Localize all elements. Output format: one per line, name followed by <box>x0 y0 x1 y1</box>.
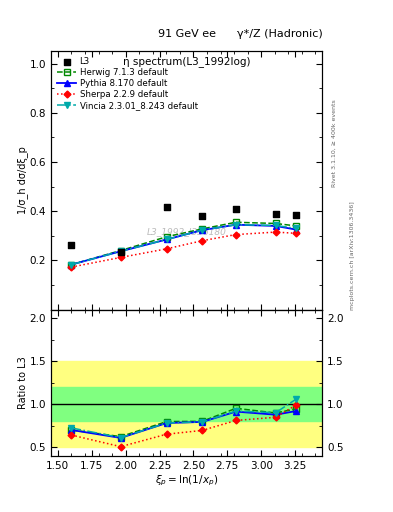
Herwig 7.1.3 default <box>200 226 205 232</box>
Line: Herwig 7.1.3 default: Herwig 7.1.3 default <box>68 219 299 268</box>
Vincia 2.3.01_8.243 default <box>200 227 205 233</box>
Herwig 7.1.3 default <box>164 233 169 240</box>
Sherpa 2.2.9 default <box>273 229 278 235</box>
Pythia 8.170 default <box>200 227 205 233</box>
Line: Vincia 2.3.01_8.243 default: Vincia 2.3.01_8.243 default <box>68 222 299 268</box>
Line: Sherpa 2.2.9 default: Sherpa 2.2.9 default <box>69 230 299 269</box>
L3 <box>233 205 239 213</box>
Vincia 2.3.01_8.243 default <box>164 237 169 243</box>
Vincia 2.3.01_8.243 default <box>294 225 299 231</box>
L3 <box>199 212 206 220</box>
Text: 91 GeV ee: 91 GeV ee <box>158 29 216 39</box>
Pythia 8.170 default <box>164 237 169 243</box>
Pythia 8.170 default <box>273 223 278 229</box>
Line: Pythia 8.170 default: Pythia 8.170 default <box>68 222 299 268</box>
Vincia 2.3.01_8.243 default <box>273 222 278 228</box>
Pythia 8.170 default <box>294 226 299 232</box>
Herwig 7.1.3 default <box>294 223 299 229</box>
Sherpa 2.2.9 default <box>164 246 169 252</box>
Legend: L3, Herwig 7.1.3 default, Pythia 8.170 default, Sherpa 2.2.9 default, Vincia 2.3: L3, Herwig 7.1.3 default, Pythia 8.170 d… <box>55 55 199 112</box>
Text: η spectrum(L3_1992log): η spectrum(L3_1992log) <box>123 56 250 67</box>
Text: γ*/Z (Hadronic): γ*/Z (Hadronic) <box>237 29 322 39</box>
Text: mcplots.cern.ch [arXiv:1306.3436]: mcplots.cern.ch [arXiv:1306.3436] <box>350 202 355 310</box>
Sherpa 2.2.9 default <box>69 264 74 270</box>
Sherpa 2.2.9 default <box>118 254 123 261</box>
Y-axis label: Ratio to L3: Ratio to L3 <box>18 356 28 409</box>
Y-axis label: 1/σ_h dσ/dξ_p: 1/σ_h dσ/dξ_p <box>17 146 28 215</box>
Pythia 8.170 default <box>118 248 123 254</box>
Pythia 8.170 default <box>69 262 74 268</box>
L3 <box>163 203 170 211</box>
Herwig 7.1.3 default <box>69 262 74 268</box>
L3 <box>68 241 75 249</box>
Pythia 8.170 default <box>233 222 238 228</box>
X-axis label: $\xi_p=\ln(1/x_p)$: $\xi_p=\ln(1/x_p)$ <box>155 473 218 488</box>
Vincia 2.3.01_8.243 default <box>233 222 238 228</box>
L3 <box>118 248 124 256</box>
Herwig 7.1.3 default <box>118 247 123 253</box>
Sherpa 2.2.9 default <box>233 231 238 238</box>
Vincia 2.3.01_8.243 default <box>118 248 123 254</box>
L3 <box>272 209 279 218</box>
Text: Rivet 3.1.10, ≥ 400k events: Rivet 3.1.10, ≥ 400k events <box>332 99 337 187</box>
Text: L3_1992_I336180: L3_1992_I336180 <box>147 228 227 237</box>
Sherpa 2.2.9 default <box>294 230 299 237</box>
Vincia 2.3.01_8.243 default <box>69 262 74 268</box>
L3 <box>293 211 299 219</box>
Herwig 7.1.3 default <box>233 219 238 225</box>
Herwig 7.1.3 default <box>273 220 278 226</box>
Sherpa 2.2.9 default <box>200 238 205 244</box>
